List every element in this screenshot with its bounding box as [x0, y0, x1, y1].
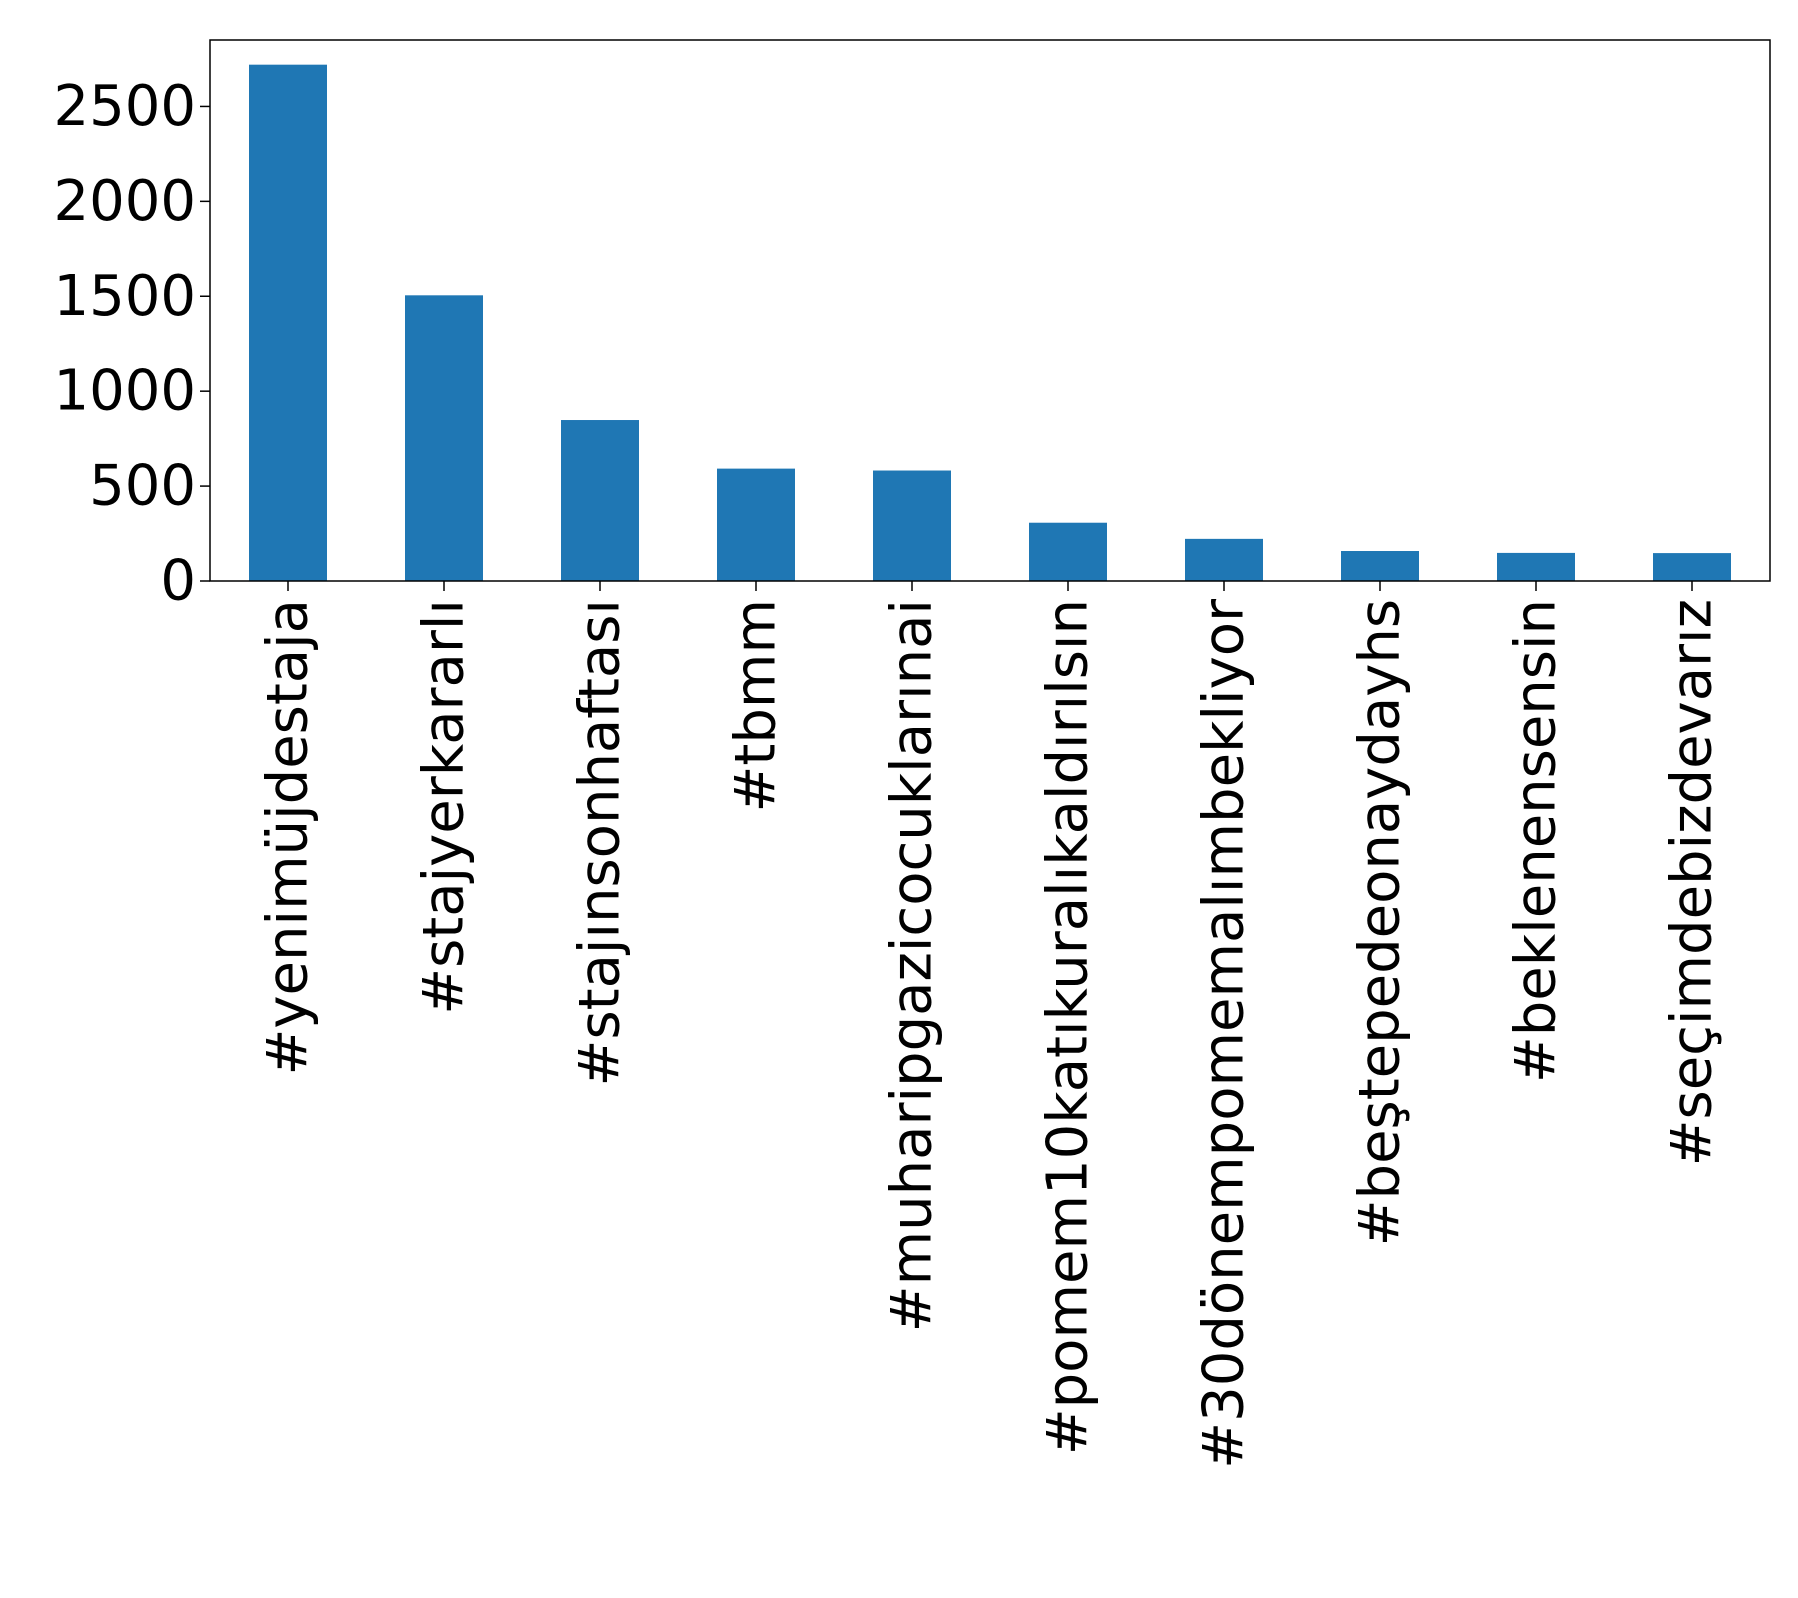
y-tick-label-5: 2500	[53, 74, 196, 139]
x-tick-label-8: #beklenensensin	[1504, 599, 1569, 1083]
y-tick-label-2: 1000	[53, 359, 196, 424]
y-tick-label-4: 2000	[53, 169, 196, 234]
x-tick-label-0: #yenimüjdestaja	[256, 599, 321, 1076]
bar-8	[1497, 552, 1575, 581]
plot-frame	[209, 39, 1771, 582]
bar-2	[561, 420, 639, 581]
y-axis-ticks: 0 500 1000 1500 2000 2500	[53, 74, 210, 614]
bar-3	[717, 468, 795, 581]
bar-6	[1185, 538, 1263, 581]
x-tick-label-9: #seçimdebizdevarız	[1660, 599, 1725, 1166]
bar-5	[1029, 522, 1107, 581]
x-tick-label-2: #stajınsonhaftası	[568, 599, 633, 1086]
bar-7	[1341, 551, 1419, 581]
bar-1	[405, 295, 483, 581]
x-tick-label-1: #stajyerkararlı	[412, 599, 477, 1015]
y-tick-label-0: 0	[160, 549, 196, 614]
x-axis-ticks: #yenimüjdestaja #stajyerkararlı #stajınson…	[256, 581, 1725, 1469]
y-tick-label-1: 500	[89, 454, 196, 519]
x-tick-label-7: #beştepedeonaydayhs	[1348, 599, 1413, 1246]
x-tick-label-3: #tbmm	[724, 599, 789, 813]
x-tick-label-4: #muharipgazicocuklarınai	[880, 599, 945, 1332]
bar-9	[1653, 553, 1731, 581]
bar-4	[873, 470, 951, 581]
x-tick-label-6: #30dönempomemalımbekliyor	[1192, 598, 1257, 1469]
bars-layer	[249, 64, 1731, 582]
bar-0	[249, 64, 327, 582]
y-tick-label-3: 1500	[53, 264, 196, 329]
x-tick-label-5: #pomem10katıkuralıkaldırılsın	[1036, 599, 1101, 1455]
